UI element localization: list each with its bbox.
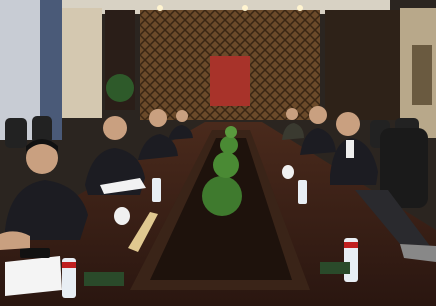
cup [114,207,130,225]
light [242,5,248,11]
cup [282,165,294,179]
head [149,109,167,127]
head [336,112,360,136]
water-bottle [298,180,307,204]
meeting-photo [0,0,436,306]
light [297,5,303,11]
head [103,116,127,140]
plant [213,152,239,178]
page [0,0,436,306]
paper [5,256,62,296]
bottle-label [62,262,76,268]
wall-panel [325,10,400,120]
head [286,108,298,120]
head [309,106,327,124]
plant [220,136,238,154]
water-bottle [152,178,161,202]
head [176,110,188,122]
light [157,5,163,11]
phone [20,248,50,258]
door [412,45,432,105]
tray [84,272,124,286]
bottle-label [344,242,358,248]
plant [106,74,134,102]
tray [320,262,350,274]
plant [202,176,242,216]
shirt [346,140,354,158]
chair [5,118,27,148]
wall-panel [62,8,102,118]
red-banner [210,56,250,106]
plant [225,126,237,138]
hand [0,231,30,250]
